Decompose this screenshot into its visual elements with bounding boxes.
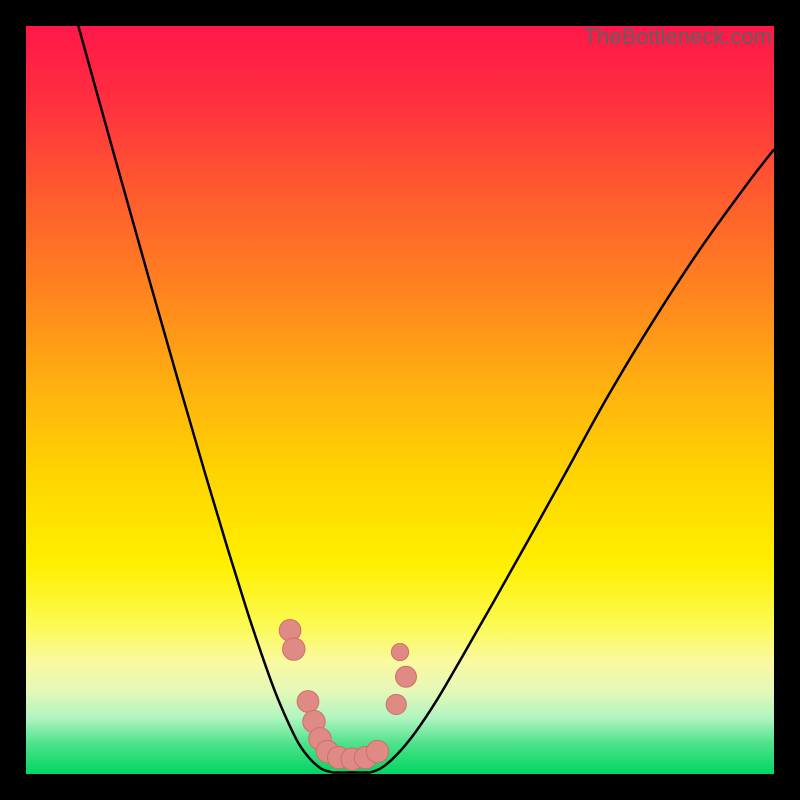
data-point	[391, 643, 408, 660]
data-point	[366, 740, 388, 762]
data-point	[297, 691, 319, 713]
right-curve	[370, 149, 774, 772]
data-point	[279, 620, 301, 642]
data-point	[396, 666, 417, 687]
curve-overlay	[26, 26, 774, 774]
data-point	[386, 694, 406, 714]
data-point	[283, 638, 305, 660]
figure-root: TheBottleneck.com	[0, 0, 800, 800]
plot-area: TheBottleneck.com	[26, 26, 774, 774]
